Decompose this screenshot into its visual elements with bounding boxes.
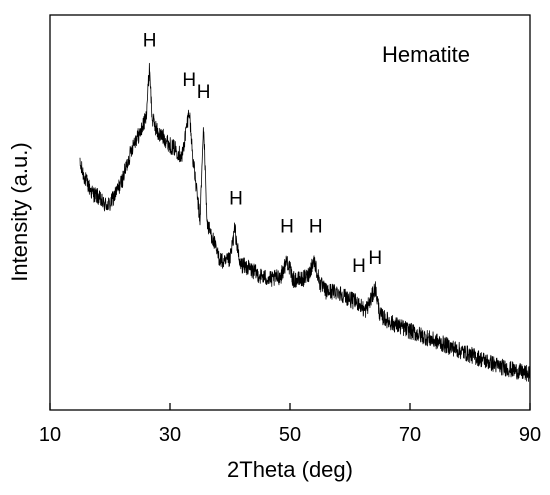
peak-label: H bbox=[229, 189, 243, 210]
peak-label: H bbox=[352, 256, 366, 277]
peak-label: H bbox=[280, 216, 294, 237]
x-tick-label: 10 bbox=[39, 424, 61, 446]
x-axis-ticks: 10 30 50 70 90 bbox=[39, 403, 541, 446]
x-tick-label: 70 bbox=[399, 424, 421, 446]
peak-label: H bbox=[309, 216, 323, 237]
peak-label: H bbox=[143, 31, 157, 52]
x-axis-title: 2Theta (deg) bbox=[227, 457, 353, 482]
legend-label: Hematite bbox=[382, 42, 470, 67]
x-tick-label: 30 bbox=[159, 424, 181, 446]
peak-label: H bbox=[182, 70, 196, 91]
series-line-0 bbox=[79, 62, 531, 382]
x-tick-label: 50 bbox=[279, 424, 301, 446]
x-tick-label: 90 bbox=[519, 424, 541, 446]
plot-layer bbox=[79, 62, 531, 382]
y-axis-title: Intensity (a.u.) bbox=[7, 142, 32, 281]
peak-label: H bbox=[197, 82, 211, 103]
peak-label: H bbox=[368, 248, 382, 269]
